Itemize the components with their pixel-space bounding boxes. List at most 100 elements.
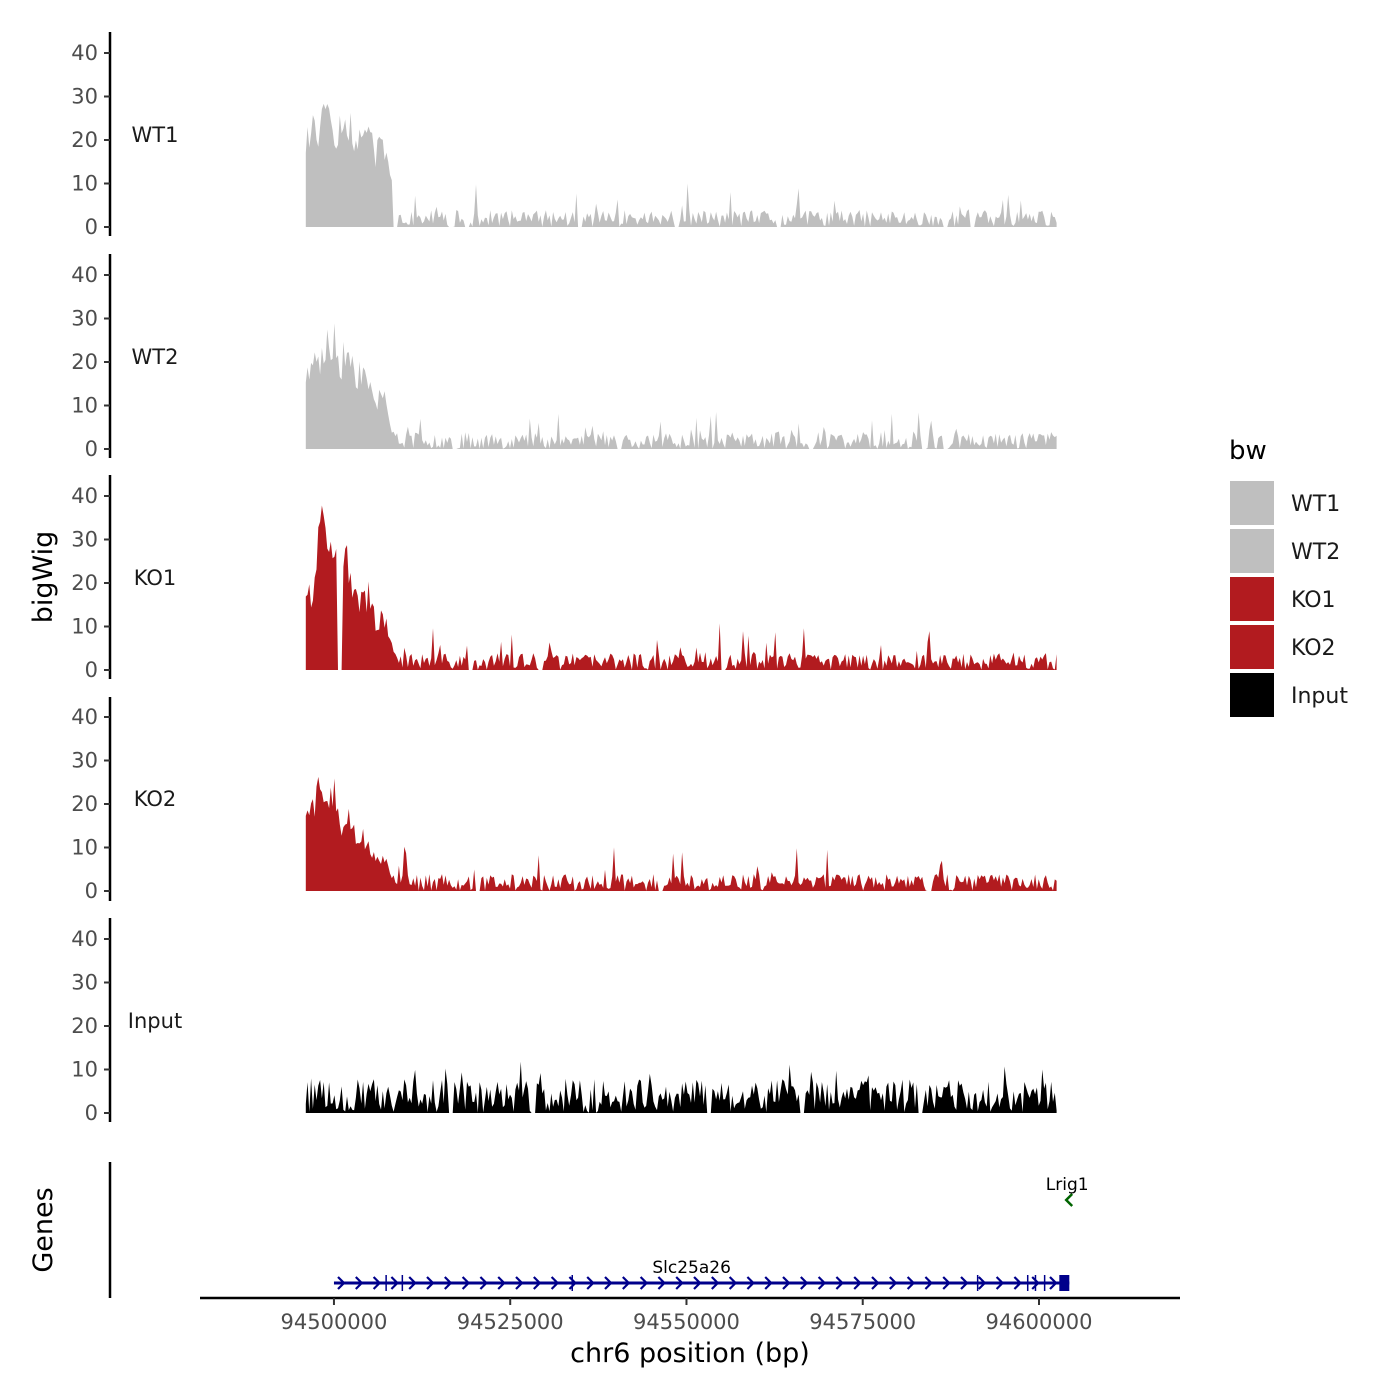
track-input: 0 10 20 30 40 Input bbox=[71, 918, 1057, 1125]
y-tick-label: 40 bbox=[71, 705, 98, 729]
strand-arrow bbox=[871, 1276, 880, 1290]
strand-arrow bbox=[355, 1276, 364, 1290]
strand-arrow bbox=[782, 1276, 791, 1290]
strand-arrow bbox=[1049, 1276, 1058, 1290]
track-label: WT1 bbox=[132, 123, 179, 147]
strand-arrow bbox=[604, 1276, 613, 1290]
strand-arrow bbox=[693, 1276, 702, 1290]
y-tick-label: 30 bbox=[71, 307, 98, 331]
y-tick-label: 20 bbox=[71, 571, 98, 595]
y-tick-label: 10 bbox=[71, 394, 98, 418]
y-axis-title: bigWig bbox=[28, 531, 59, 624]
strand-arrow bbox=[639, 1276, 649, 1290]
legend-label-wt1: WT1 bbox=[1291, 492, 1340, 517]
legend: bw WT1 WT2 KO1 KO2 Input bbox=[1229, 436, 1348, 717]
y-tick-label: 20 bbox=[71, 128, 98, 152]
strand-arrow bbox=[372, 1276, 382, 1290]
signal-area-input bbox=[305, 1061, 1057, 1113]
x-tick-label: 94550000 bbox=[633, 1310, 740, 1334]
legend-label-input: Input bbox=[1291, 684, 1348, 709]
x-tick-label: 94575000 bbox=[809, 1310, 916, 1334]
y-tick-label: 20 bbox=[71, 350, 98, 374]
y-tick-label: 0 bbox=[85, 437, 98, 461]
strand-arrow bbox=[995, 1276, 1005, 1290]
strand-arrow bbox=[1064, 1193, 1074, 1207]
y-tick-label: 0 bbox=[85, 658, 98, 682]
y-tick-label: 10 bbox=[71, 172, 98, 196]
strand-arrow bbox=[675, 1276, 684, 1290]
strand-arrow bbox=[461, 1276, 471, 1290]
x-tick-label: 94600000 bbox=[986, 1310, 1093, 1334]
strand-arrow bbox=[515, 1276, 524, 1290]
track-wt2: 0 10 20 30 40 WT2 bbox=[71, 254, 1057, 461]
track-ko2: 0 10 20 30 40 KO2 bbox=[71, 697, 1057, 903]
y-tick-label: 0 bbox=[85, 1101, 98, 1125]
strand-arrow bbox=[728, 1276, 738, 1290]
x-tick-label: 94525000 bbox=[457, 1310, 564, 1334]
y-tick-label: 20 bbox=[71, 1014, 98, 1038]
y-tick-label: 40 bbox=[71, 41, 98, 65]
strand-arrow bbox=[942, 1276, 951, 1290]
legend-title: bw bbox=[1229, 436, 1267, 466]
y-tick-label: 30 bbox=[71, 528, 98, 552]
signal-area-ko1 bbox=[305, 505, 1057, 670]
strand-arrow bbox=[657, 1276, 666, 1290]
exon-terminal bbox=[1059, 1275, 1070, 1291]
strand-arrow bbox=[622, 1276, 631, 1290]
y-tick-label: 40 bbox=[71, 484, 98, 508]
y-tick-label: 10 bbox=[71, 836, 98, 860]
strand-arrow bbox=[853, 1276, 862, 1290]
y-tick-label: 40 bbox=[71, 263, 98, 287]
signal-area-ko2 bbox=[305, 776, 1057, 891]
strand-arrow bbox=[978, 1276, 987, 1290]
strand-arrow bbox=[444, 1276, 453, 1290]
x-tick-label: 94500000 bbox=[281, 1310, 388, 1334]
signal-area-wt1 bbox=[305, 103, 1057, 227]
strand-arrow bbox=[817, 1276, 827, 1290]
strand-arrow bbox=[337, 1276, 346, 1290]
legend-swatch-wt2 bbox=[1230, 529, 1274, 573]
y-tick-label: 30 bbox=[71, 85, 98, 109]
y-tick-label: 0 bbox=[85, 879, 98, 903]
strand-arrow bbox=[426, 1276, 435, 1290]
strand-arrow bbox=[497, 1276, 506, 1290]
gene-label: Lrig1 bbox=[1046, 1175, 1089, 1195]
strand-arrow bbox=[586, 1276, 595, 1290]
x-axis: 94500000 94525000 94550000 94575000 94600000 bbox=[200, 1296, 1180, 1334]
x-axis-title: chr6 position (bp) bbox=[570, 1338, 810, 1369]
strand-arrow bbox=[800, 1276, 809, 1290]
track-label: WT2 bbox=[132, 345, 179, 369]
strand-arrow bbox=[408, 1276, 417, 1290]
gene-lrig1: Lrig1 bbox=[1046, 1175, 1089, 1207]
signal-area-wt2 bbox=[305, 323, 1057, 449]
strand-arrow bbox=[533, 1276, 542, 1290]
track-label: Input bbox=[128, 1009, 182, 1033]
strand-arrow bbox=[1031, 1276, 1040, 1290]
y-tick-label: 30 bbox=[71, 749, 98, 773]
legend-swatch-ko2 bbox=[1230, 625, 1274, 669]
gene-slc25a26: Slc25a26 bbox=[333, 1258, 1070, 1291]
y-tick-label: 10 bbox=[71, 615, 98, 639]
track-label: KO2 bbox=[134, 787, 177, 811]
strand-arrow bbox=[906, 1276, 916, 1290]
track-wt1: 0 10 20 30 40 WT1 bbox=[71, 32, 1057, 239]
y-tick-label: 10 bbox=[71, 1058, 98, 1082]
genes-layer: Slc25a26 Lrig1 bbox=[108, 1162, 1089, 1298]
strand-arrow bbox=[960, 1276, 969, 1290]
tracks-layer: 0 10 20 30 40 WT1 0 10 20 30 40 WT2 0 10 20 30 40 KO1 0 10 2… bbox=[71, 32, 1057, 1125]
strand-arrow bbox=[835, 1276, 844, 1290]
legend-swatch-ko1 bbox=[1230, 577, 1274, 621]
legend-label-wt2: WT2 bbox=[1291, 540, 1340, 565]
strand-arrow bbox=[1013, 1276, 1022, 1290]
strand-arrow bbox=[924, 1276, 933, 1290]
track-label: KO1 bbox=[134, 566, 177, 590]
legend-label-ko1: KO1 bbox=[1291, 588, 1336, 613]
y-tick-label: 20 bbox=[71, 792, 98, 816]
strand-arrow bbox=[390, 1276, 399, 1290]
strand-arrow bbox=[550, 1276, 560, 1290]
strand-arrow bbox=[764, 1276, 773, 1290]
y-tick-label: 40 bbox=[71, 927, 98, 951]
strand-arrow bbox=[889, 1276, 898, 1290]
